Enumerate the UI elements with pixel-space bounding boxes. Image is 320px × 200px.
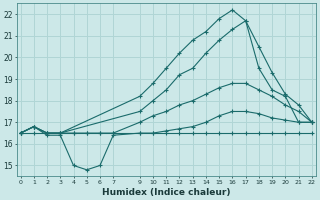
X-axis label: Humidex (Indice chaleur): Humidex (Indice chaleur)	[102, 188, 230, 197]
